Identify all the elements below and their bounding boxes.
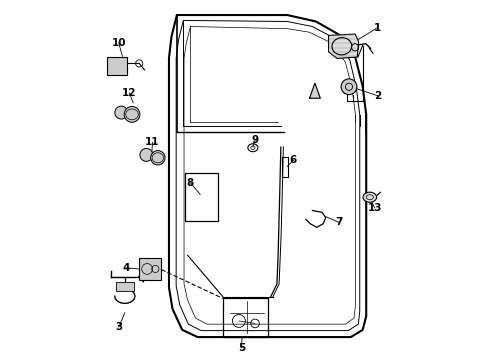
Text: 4: 4 [122,263,130,273]
Text: 1: 1 [374,23,381,33]
Text: 8: 8 [187,178,194,188]
Circle shape [140,148,153,161]
Circle shape [151,150,165,165]
Text: 12: 12 [122,88,137,98]
Bar [223,298,268,337]
Text: 11: 11 [145,138,160,147]
Text: 3: 3 [115,322,122,332]
Text: 9: 9 [251,135,259,145]
Text: 2: 2 [374,91,381,101]
Bar [107,57,126,75]
Circle shape [115,106,128,119]
Text: 5: 5 [238,343,245,353]
Text: 10: 10 [112,38,126,48]
Text: 6: 6 [290,155,297,165]
Circle shape [341,79,357,95]
Polygon shape [310,83,320,98]
Text: 13: 13 [368,203,382,213]
Polygon shape [329,34,359,58]
Bar [116,282,134,291]
Text: 7: 7 [335,217,343,227]
Circle shape [124,107,140,122]
Ellipse shape [363,192,377,202]
Bar [139,258,161,280]
Bar [185,173,218,221]
